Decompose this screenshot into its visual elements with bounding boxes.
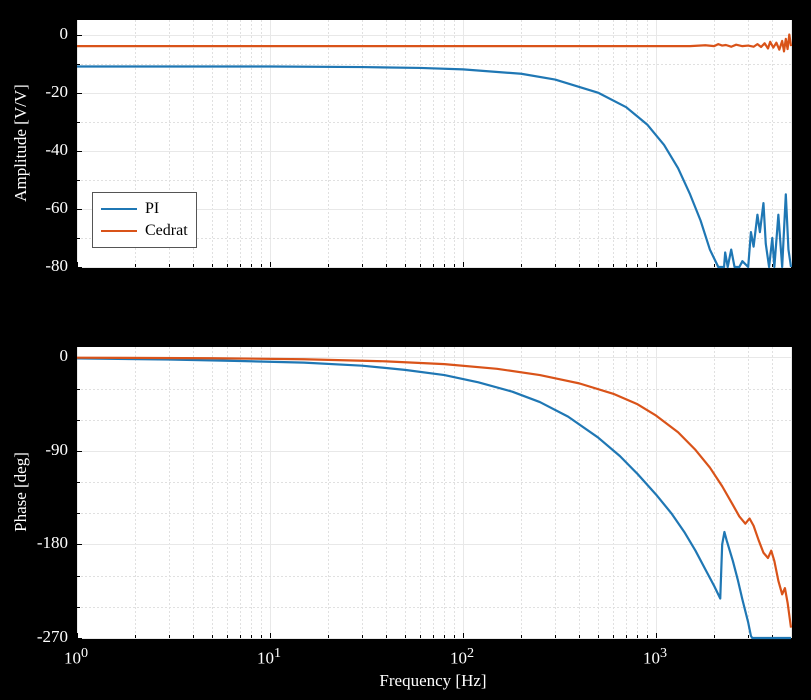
- legend-label-cedrat: Cedrat: [145, 222, 188, 240]
- series-cedrat: [77, 358, 791, 628]
- y-axis-title: Amplitude [V/V]: [11, 84, 31, 202]
- xtick-label: 102: [450, 645, 474, 669]
- xtick-label: 103: [643, 645, 667, 669]
- y-axis-title: Phase [deg]: [11, 452, 31, 532]
- legend-row-cedrat: Cedrat: [101, 220, 188, 242]
- ytick-label: -270: [18, 627, 68, 647]
- legend: PI Cedrat: [92, 192, 197, 248]
- ytick-label: -80: [18, 256, 68, 276]
- xtick-label: 101: [257, 645, 281, 669]
- ytick-label: 0: [18, 24, 68, 44]
- legend-swatch-pi: [101, 208, 137, 210]
- phase-panel: [76, 346, 792, 639]
- legend-row-pi: PI: [101, 198, 188, 220]
- legend-label-pi: PI: [145, 200, 159, 218]
- ytick-label: 0: [18, 346, 68, 366]
- x-axis-title: Frequency [Hz]: [379, 671, 486, 691]
- xtick-label: 100: [64, 645, 88, 669]
- legend-swatch-cedrat: [101, 230, 137, 232]
- chart-canvas: PI Cedrat -80-60-40-200Amplitude [V/V]-2…: [0, 0, 811, 700]
- series-pi: [77, 358, 791, 638]
- ytick-label: -180: [18, 533, 68, 553]
- series-cedrat: [77, 35, 791, 52]
